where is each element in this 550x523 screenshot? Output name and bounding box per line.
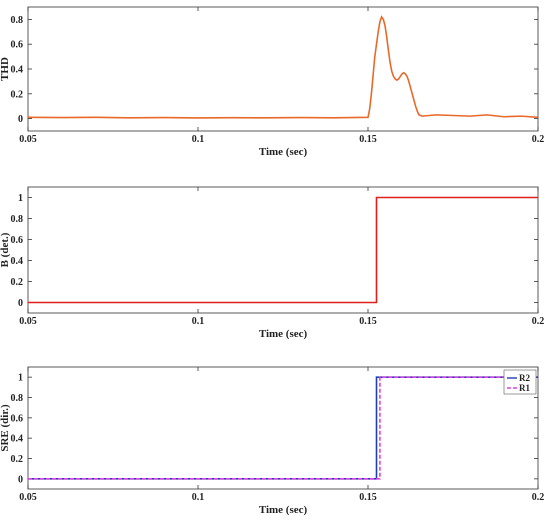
- y-tick-label: 0: [18, 298, 23, 309]
- series-line-r2: [28, 376, 538, 480]
- series-line-1: [28, 196, 538, 304]
- y-tick-label: 0.6: [11, 235, 24, 246]
- plot-frame: [27, 186, 539, 314]
- x-tick-label: 0.15: [359, 316, 377, 327]
- y-tick-label: 1: [18, 193, 23, 204]
- y-tick-label: 0.4: [11, 434, 24, 445]
- x-tick-label: 0.05: [19, 316, 37, 327]
- x-tick-label: 0.1: [192, 492, 205, 503]
- y-tick-label: 0.2: [11, 454, 24, 465]
- x-axis-label: Time (sec): [259, 328, 308, 340]
- chart-panel-1: 0.05 0.1 0.15 0.2 0 0.2 0.4 0.6 0.8 Time (sec) THD: [0, 6, 545, 158]
- series-line-1: [27, 15, 539, 119]
- y-tick-label: 0.8: [11, 214, 24, 225]
- y-tick-label: 0.4: [11, 256, 24, 267]
- y-tick-label: 1: [18, 373, 23, 384]
- y-tick-label: 0.2: [11, 89, 24, 100]
- chart-panel-3: 0.05 0.1 0.15 0.2 0 0.2 0.4 0.6 0.8 1 Time (sec) SR…: [0, 366, 545, 516]
- x-tick-label: 0.2: [532, 492, 545, 503]
- x-tick-label: 0.15: [359, 492, 377, 503]
- y-tick-label: 0.2: [11, 277, 24, 288]
- y-axis-label: THD: [0, 57, 11, 81]
- plot-frame: [27, 366, 539, 490]
- x-tick-label: 0.2: [532, 134, 545, 145]
- legend-box: [503, 369, 537, 395]
- y-tick-label: 0.8: [11, 15, 24, 26]
- x-tick-label: 0.15: [359, 134, 377, 145]
- y-axis-label: SRE (dir.): [0, 404, 11, 452]
- y-tick-label: 0: [18, 474, 23, 485]
- legend-label-r1: R1: [519, 383, 530, 393]
- x-axis-label: Time (sec): [259, 146, 308, 158]
- legend-label-r2: R2: [519, 373, 530, 383]
- y-axis-label: B (det.): [0, 232, 11, 267]
- y-tick-label: 0.8: [11, 393, 24, 404]
- x-axis-label: Time (sec): [259, 504, 308, 516]
- chart-panel-2: 0.05 0.1 0.15 0.2 0 0.2 0.4 0.6 0.8 1 Time (sec) B …: [0, 186, 545, 340]
- y-tick-label: 0.4: [11, 65, 24, 76]
- y-tick-label: 0.6: [11, 40, 24, 51]
- y-tick-label: 0.6: [11, 413, 24, 424]
- x-tick-label: 0.05: [19, 134, 37, 145]
- y-tick-label: 0: [18, 114, 23, 125]
- x-tick-label: 0.05: [19, 492, 37, 503]
- x-tick-label: 0.1: [192, 316, 205, 327]
- series-line-r1: [28, 376, 538, 480]
- plot-frame: [27, 6, 539, 132]
- x-tick-label: 0.2: [532, 316, 545, 327]
- x-tick-label: 0.1: [192, 134, 205, 145]
